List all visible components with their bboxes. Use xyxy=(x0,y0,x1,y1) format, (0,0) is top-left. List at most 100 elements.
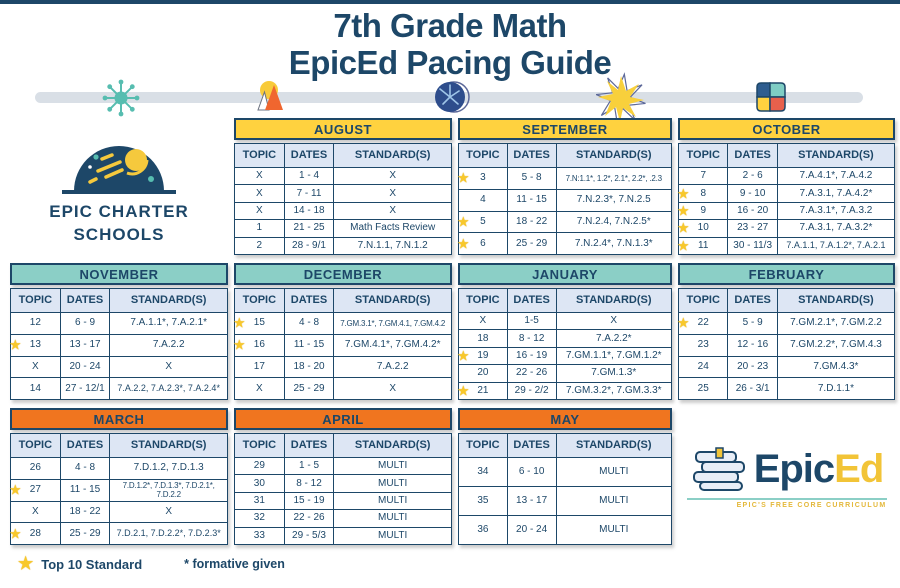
standards-cell: 7.N.2.4, 7.N.2.5* xyxy=(576,215,651,227)
dates-cell: 1 - 5 xyxy=(285,458,335,475)
table-row: 32 22 - 26 MULTI xyxy=(235,510,451,528)
dates-cell: 11 - 15 xyxy=(508,189,557,211)
topic-cell: 18 xyxy=(459,330,508,347)
dates-cell: 28 - 9/1 xyxy=(285,237,335,255)
dates-cell: 15 - 19 xyxy=(285,492,335,510)
standards-cell: 7.GM.4.3* xyxy=(813,360,859,372)
table-row: 12 6 - 9 7.A.1.1*, 7.A.2.1* xyxy=(11,313,227,335)
top10-star-icon: ★ xyxy=(677,220,690,237)
column-header-row: TOPIC DATES STANDARD(S) xyxy=(235,289,451,313)
topic-cell: 1 xyxy=(235,220,285,237)
dates-cell: 12 - 16 xyxy=(728,334,778,356)
legend-formative-label: * formative given xyxy=(184,557,285,571)
standards-cell: 7.D.1.1* xyxy=(817,382,854,394)
month-title: JANUARY xyxy=(458,263,672,285)
topic-cell: 35 xyxy=(459,487,508,515)
column-header: DATES xyxy=(728,289,778,312)
standards-cell: 7.GM.3.2*, 7.GM.3.3* xyxy=(565,384,662,396)
column-header: STANDARD(S) xyxy=(354,438,431,451)
column-header: STANDARD(S) xyxy=(575,438,652,451)
dates-cell: 16 - 20 xyxy=(728,202,778,220)
month-table-february: FEBRUARY TOPIC DATES STANDARD(S) ★ 22 5 - 9 7.G… xyxy=(677,263,895,400)
table-row: 29 1 - 5 MULTI xyxy=(235,458,451,476)
dates-cell: 27 - 12/1 xyxy=(61,378,111,399)
column-header: STANDARD(S) xyxy=(798,148,874,161)
topic-cell: X xyxy=(11,356,61,378)
standards-cell: MULTI xyxy=(599,495,629,506)
table-row: ★ 8 9 - 10 7.A.3.1, 7.A.4.2* xyxy=(677,185,894,203)
column-header: DATES xyxy=(61,289,111,312)
column-header: DATES xyxy=(285,289,335,312)
topic-cell: X xyxy=(235,168,285,185)
topic-cell: ★ 6 xyxy=(457,233,508,254)
table-row: 26 4 - 8 7.D.1.2, 7.D.1.3 xyxy=(11,458,227,480)
top10-star-icon: ★ xyxy=(457,382,470,399)
top10-star-icon: ★ xyxy=(457,169,470,186)
dates-cell: 16 - 19 xyxy=(508,347,557,365)
topic-cell: 26 xyxy=(11,458,61,479)
topic-cell: 24 xyxy=(679,356,729,378)
column-header: TOPIC xyxy=(235,289,285,312)
standards-cell: MULTI xyxy=(378,495,408,507)
month-table-november: NOVEMBER TOPIC DATES STANDARD(S) 12 6 - 9 7.A.… xyxy=(9,263,228,400)
table-row: 23 12 - 16 7.GM.2.2*, 7.GM.4.3 xyxy=(679,334,894,357)
column-header: TOPIC xyxy=(459,144,508,167)
top10-star-icon: ★ xyxy=(233,314,246,331)
standards-cell: 7.GM.1.1*, 7.GM.1.2* xyxy=(565,350,662,362)
column-header: DATES xyxy=(285,434,335,457)
dates-cell: 21 - 25 xyxy=(285,220,335,237)
books-icon xyxy=(692,447,745,491)
column-header: STANDARD(S) xyxy=(575,148,652,161)
dates-cell: 7 - 11 xyxy=(285,185,335,202)
month-table-march: MARCH TOPIC DATES STANDARD(S) 26 4 - 8 7.D.1.2… xyxy=(9,408,228,545)
month-table-october: OCTOBER TOPIC DATES STANDARD(S) 7 2 - 6 7.A.4.… xyxy=(677,118,895,255)
topic-cell: 2 xyxy=(235,237,285,255)
dates-cell: 23 - 27 xyxy=(728,220,778,237)
dates-cell: 4 - 8 xyxy=(61,458,111,479)
top10-star-icon: ★ xyxy=(677,185,690,202)
dates-cell: 25 - 29 xyxy=(285,378,335,399)
table-row: X 14 - 18 X xyxy=(235,202,451,221)
column-header-row: TOPIC DATES STANDARD(S) xyxy=(459,434,671,458)
standards-cell: X xyxy=(389,170,396,182)
dates-cell: 18 - 20 xyxy=(285,356,335,378)
topic-cell: X xyxy=(235,185,285,202)
legend: ★ Top 10 Standard * formative given xyxy=(18,554,285,574)
topic-cell: X xyxy=(235,202,285,220)
table-row: 25 26 - 3/1 7.D.1.1* xyxy=(679,378,894,399)
table-row: ★ 3 5 - 8 7.N:1.1*, 1.2*, 2.1*, 2.2*, .2.3 xyxy=(457,168,671,190)
month-table-september: SEPTEMBER TOPIC DATES STANDARD(S) ★ 3 5 - 8 7.N… xyxy=(457,118,672,255)
column-header: STANDARD(S) xyxy=(354,293,431,306)
standards-cell: 7.GM.1.3* xyxy=(591,367,637,379)
clock-icon xyxy=(435,81,470,113)
topic-cell: 23 xyxy=(679,334,729,356)
dates-cell: 6 - 10 xyxy=(508,458,557,486)
standards-cell: 7.GM.4.1*, 7.GM.4.2* xyxy=(344,339,441,351)
standards-cell: Math Facts Review xyxy=(350,222,436,234)
dates-cell: 25 - 29 xyxy=(508,233,557,254)
column-header: STANDARD(S) xyxy=(130,438,207,451)
standards-cell: 7.A.3.1, 7.A.3.2* xyxy=(799,222,873,234)
table-row: ★ 10 23 - 27 7.A.3.1, 7.A.3.2* xyxy=(677,220,894,238)
month-table-december: DECEMBER TOPIC DATES STANDARD(S) ★ 15 4 - 8 7.G… xyxy=(233,263,452,400)
table-row: X 18 - 22 X xyxy=(11,501,227,524)
topic-cell: ★ 8 xyxy=(677,185,729,202)
standards-cell: 7.A.1.1*, 7.A.2.1* xyxy=(130,317,208,329)
column-header: DATES xyxy=(61,434,111,457)
table-row: ★ 11 30 - 11/3 7.A.1.1, 7.A.1.2*, 7.A.2.1 xyxy=(677,237,894,255)
standards-cell: 7.A.3.1*, 7.A.3.2 xyxy=(799,205,873,217)
table-row: ★ 16 11 - 15 7.GM.4.1*, 7.GM.4.2* xyxy=(233,334,451,357)
month-title: DECEMBER xyxy=(234,263,452,285)
topic-cell: ★ 28 xyxy=(9,523,61,545)
topic-cell: X xyxy=(459,313,508,330)
column-header: TOPIC xyxy=(235,434,285,457)
dates-cell: 5 - 8 xyxy=(508,168,557,189)
top10-star-icon: ★ xyxy=(457,213,470,230)
page-title-line1: 7th Grade Math xyxy=(333,7,567,44)
dates-cell: 13 - 17 xyxy=(508,487,557,515)
column-header: DATES xyxy=(285,144,335,167)
top10-star-icon: ★ xyxy=(233,336,246,353)
month-title: FEBRUARY xyxy=(678,263,895,285)
epiced-tagline: EPIC'S FREE CORE CURRICULUM xyxy=(736,502,887,509)
